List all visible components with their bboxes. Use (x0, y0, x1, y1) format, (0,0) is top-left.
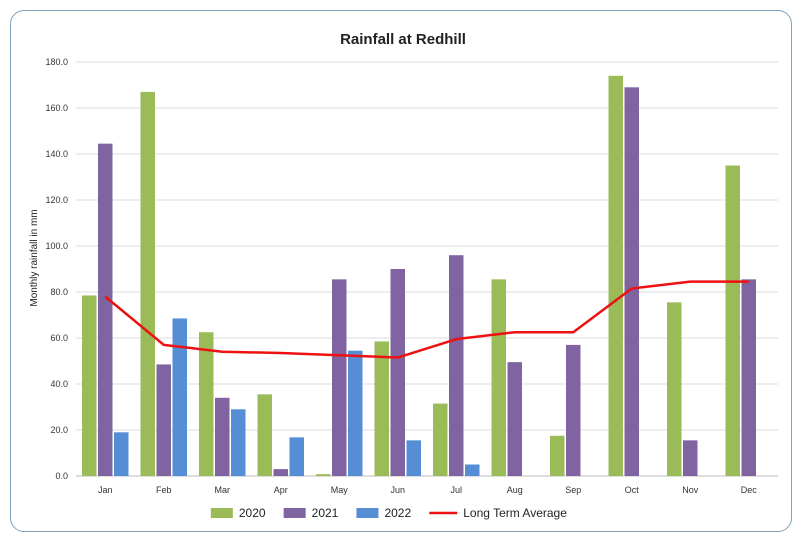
gridlines (76, 61, 778, 477)
x-tick-label: Sep (565, 485, 581, 495)
x-tick-label: Nov (682, 485, 699, 495)
line-long-term-average (104, 280, 749, 359)
bar-2021-Oct (624, 87, 639, 477)
bar-2020-Jan (82, 295, 97, 476)
bar-2021-Feb (156, 364, 171, 476)
y-tick-label: 140.0 (45, 149, 68, 159)
x-tick-label: Jul (450, 485, 462, 495)
x-tick-label: Apr (274, 485, 288, 495)
legend-label: 2022 (384, 506, 411, 520)
y-tick-label: 0.0 (55, 471, 68, 481)
bar-2021-May (332, 279, 347, 476)
bar-2021-Mar (215, 397, 230, 476)
bar-2021-Jul (449, 255, 464, 476)
bar-2020-Jun (374, 341, 389, 476)
bar-2020-Jul (433, 403, 448, 476)
y-axis-label: Monthly rainfall in mm (29, 209, 40, 306)
y-tick-label: 180.0 (45, 57, 68, 67)
x-tick-label: Dec (741, 485, 758, 495)
bar-2021-Dec (741, 279, 756, 476)
bar-2022-May (348, 350, 363, 476)
x-tick-label: Feb (156, 485, 172, 495)
y-tick-label: 80.0 (50, 287, 68, 297)
legend-swatch (283, 508, 306, 518)
bar-2022-Jun (406, 440, 421, 476)
bar-2020-Aug (491, 279, 506, 476)
x-tick-label: Aug (507, 485, 523, 495)
legend-swatch (210, 508, 233, 518)
legend-label: 2020 (239, 506, 266, 520)
bars (82, 75, 756, 477)
bar-2020-Dec (725, 165, 740, 476)
legend-label: Long Term Average (463, 506, 567, 520)
legend-label: 2021 (312, 506, 339, 520)
bar-2021-Jan (98, 143, 113, 476)
bar-2022-Mar (231, 409, 246, 476)
bar-2021-Sep (566, 344, 581, 476)
bar-2022-Apr (289, 437, 304, 476)
bar-2020-Apr (257, 394, 272, 476)
bar-2020-Mar (199, 332, 214, 476)
bar-2020-Sep (550, 435, 565, 476)
average-line-group (104, 280, 749, 359)
x-tick-label: Oct (625, 485, 640, 495)
bar-2021-Nov (683, 440, 698, 476)
bar-2020-May (316, 474, 331, 476)
legend-swatch (356, 508, 379, 518)
y-tick-label: 40.0 (50, 379, 68, 389)
y-tick-labels: 0.0 20.0 40.0 60.0 80.0 100.0 120.0 140.0 160.0 1… (45, 57, 68, 481)
x-tick-label: Jun (390, 485, 405, 495)
legend: 2020 2021 2022 Long Term Average (210, 506, 567, 520)
y-tick-label: 20.0 (50, 425, 68, 435)
bar-2021-Jun (390, 269, 405, 476)
bar-2022-Jan (114, 432, 129, 476)
x-tick-label: Jan (98, 485, 113, 495)
x-tick-label: May (331, 485, 349, 495)
bar-2020-Nov (667, 302, 682, 476)
bar-2020-Oct (608, 75, 623, 477)
bar-2022-Jul (465, 464, 480, 476)
chart-title: Rainfall at Redhill (340, 31, 466, 48)
y-tick-label: 100.0 (45, 241, 68, 251)
y-tick-label: 120.0 (45, 195, 68, 205)
x-tick-labels: Jan Feb Mar Apr May Jun Jul Aug Sep Oct Nov Dec (98, 485, 757, 495)
bar-2021-Apr (273, 469, 288, 476)
bar-2020-Feb (140, 91, 155, 477)
x-tick-label: Mar (215, 485, 231, 495)
y-tick-label: 60.0 (50, 333, 68, 343)
y-tick-label: 160.0 (45, 103, 68, 113)
bar-2022-Feb (172, 318, 187, 476)
bar-2021-Aug (507, 362, 522, 476)
